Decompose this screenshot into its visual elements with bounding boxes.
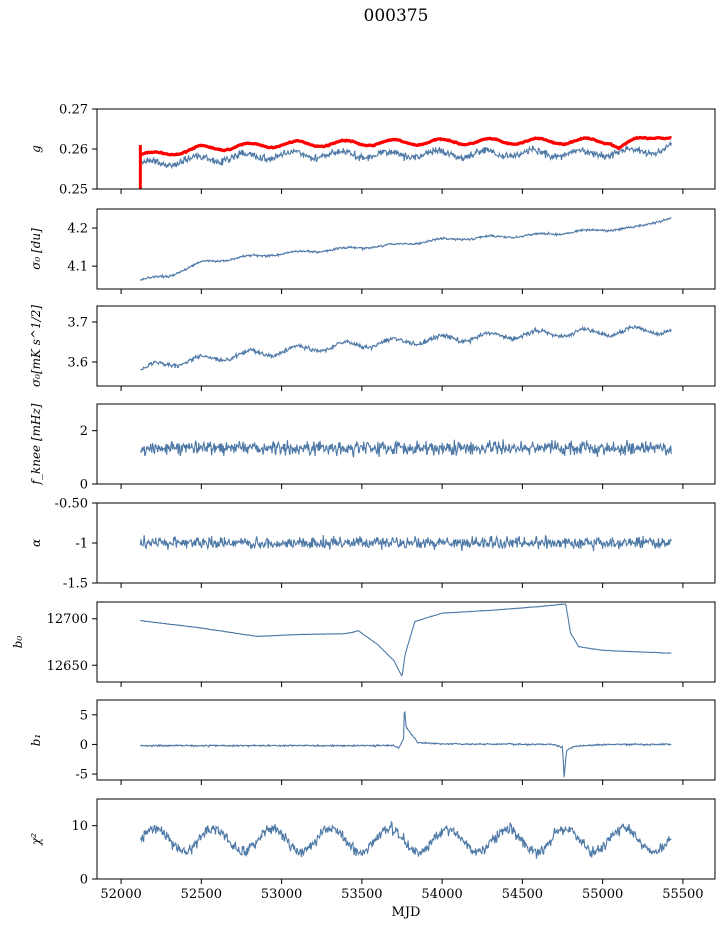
x-tick-label: 55500 [662,887,703,902]
x-tick-label: 52000 [100,887,141,902]
y-tick-label: 4.2 [67,222,88,237]
axes-frame [96,403,716,485]
y-tick-label: 4.1 [67,260,88,275]
series-line [139,821,672,859]
y-tick-label: 3.7 [67,316,88,331]
series-line [140,603,672,678]
y-axis-label: χ² [29,833,43,846]
y-axis-label: σ₀[mK s^1/2] [29,305,43,387]
panel-1: 0.25 0.26 0.27 g [29,103,716,198]
panel-5: -1.5 -1 -0.50 α [29,497,716,592]
x-tick-label: 54000 [421,887,462,902]
axes-frame [96,798,716,880]
y-tick-label: -0.50 [55,497,88,512]
figure-title: 000375 [363,6,429,26]
axes-frame [96,601,716,683]
panel-7: -5 0 5 b₁ [29,699,716,785]
series-line [139,140,672,170]
y-tick-label: 0 [80,738,88,753]
series-line [140,710,672,778]
x-axis-label: MJD [392,905,421,920]
y-tick-label: 3.6 [67,356,88,371]
series-line [139,135,672,157]
panel-2: 4.1 4.2 σ₀ [du] [29,208,716,294]
y-tick-label: 12700 [47,612,88,627]
y-tick-label: 0 [80,478,88,493]
panel-3: 3.6 3.7 σ₀[mK s^1/2] [29,305,716,391]
y-axis-label: f_knee [mHz] [29,403,43,485]
y-axis-label: b₀ [11,636,25,649]
x-tick-label: 53000 [261,887,302,902]
y-tick-label: 2 [80,424,88,439]
y-tick-label: 10 [71,819,88,834]
y-tick-label: 5 [80,708,88,723]
panel-6: 12650 12700 b₀ [11,601,716,687]
y-axis-label: σ₀ [du] [29,228,43,270]
y-axis-label: g [29,145,43,153]
y-tick-label: -1.5 [63,577,88,592]
x-tick-label: 54500 [502,887,543,902]
y-tick-label: -1 [75,537,88,552]
y-tick-label: 0.26 [59,143,88,158]
series-line [139,217,672,282]
series-line [140,324,672,371]
series-line [139,534,672,552]
y-axis-label: α [29,539,43,547]
y-axis-label: b₁ [29,734,43,747]
panel-8: 0 10 52000 52500 53000 53500 54000 54500 55000 55… [29,798,716,920]
y-tick-label: 0.25 [59,183,88,198]
y-tick-label: 0.27 [59,103,88,118]
x-tick-label: 55000 [582,887,623,902]
x-tick-label: 53500 [341,887,382,902]
axes-frame [96,699,716,781]
axes-frame [96,305,716,387]
y-tick-label: 12650 [47,659,88,674]
axes-frame [96,208,716,290]
panel-4: 0 2 f_knee [mHz] [29,403,716,493]
y-tick-label: 0 [80,873,88,888]
y-tick-label: -5 [75,768,88,783]
series-line [139,439,672,458]
x-tick-label: 52500 [181,887,222,902]
